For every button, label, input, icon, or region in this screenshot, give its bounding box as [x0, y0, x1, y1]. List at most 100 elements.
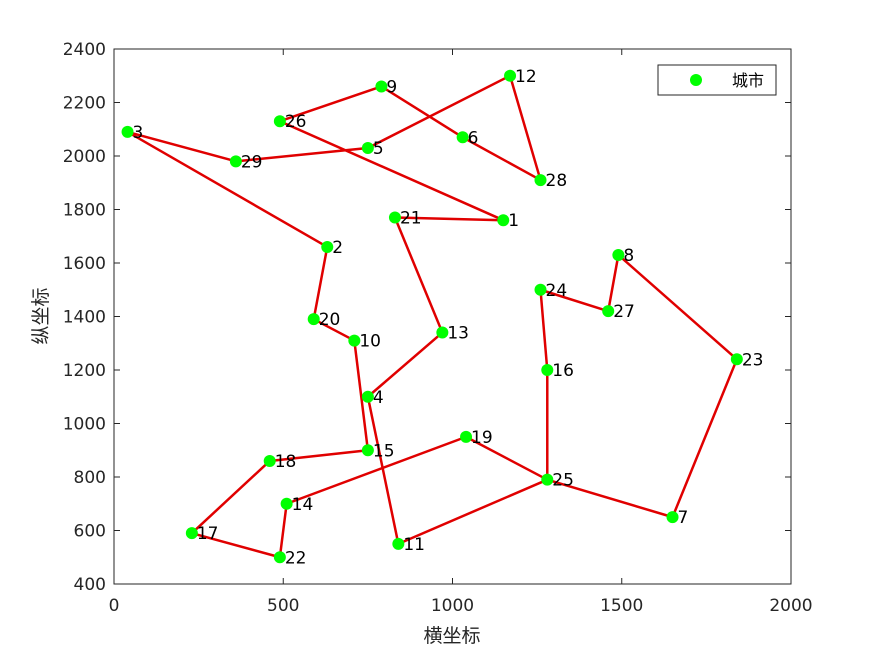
point-label-layer: 1234567891011121314151617181920212223242… — [133, 67, 764, 569]
city-label-19: 19 — [471, 428, 493, 448]
y-tick-label: 2200 — [63, 94, 106, 114]
city-label-16: 16 — [552, 361, 574, 381]
city-label-9: 9 — [386, 77, 397, 97]
city-label-12: 12 — [515, 67, 537, 87]
route-segment-4-11 — [366, 395, 400, 546]
city-label-14: 14 — [292, 495, 314, 515]
city-label-28: 28 — [546, 171, 568, 191]
route-segment-27-24 — [539, 288, 610, 313]
city-point-7 — [666, 511, 679, 524]
x-tick-label: 2000 — [769, 596, 812, 616]
route-segment-13-4 — [366, 331, 444, 398]
city-point-8 — [612, 248, 625, 261]
route-segment-3-29 — [126, 130, 238, 163]
city-point-14 — [280, 497, 293, 510]
route-segment-19-14 — [285, 435, 468, 505]
route-segment-2-3 — [126, 130, 329, 249]
route-segment-12-28 — [508, 74, 542, 182]
route-segment-18-15 — [268, 449, 370, 463]
city-label-18: 18 — [275, 452, 297, 472]
city-point-2 — [321, 240, 334, 253]
city-label-29: 29 — [241, 152, 263, 172]
route-segment-9-26 — [278, 85, 383, 123]
city-point-6 — [456, 131, 469, 144]
route-segment-21-13 — [393, 216, 444, 334]
city-label-2: 2 — [332, 238, 343, 258]
point-layer — [121, 69, 743, 564]
city-label-13: 13 — [447, 324, 469, 344]
route-segment-15-10 — [353, 339, 370, 452]
route-segment-25-7 — [546, 478, 674, 519]
city-label-27: 27 — [613, 302, 635, 322]
y-tick-label: 2000 — [63, 147, 106, 167]
route-segment-24-16 — [539, 288, 549, 372]
legend-label: 城市 — [732, 71, 764, 90]
y-tick-label: 400 — [74, 575, 106, 595]
city-point-16 — [541, 364, 554, 376]
route-segment-17-18 — [190, 459, 271, 535]
city-point-29 — [229, 155, 242, 168]
y-tick-label: 800 — [74, 468, 106, 488]
route-segment-5-12 — [366, 74, 512, 150]
city-label-22: 22 — [285, 548, 307, 568]
route-segment-10-20 — [312, 317, 356, 342]
city-label-25: 25 — [552, 471, 574, 491]
route-segment-25-19 — [464, 435, 549, 481]
x-tick-label: 1500 — [600, 596, 643, 616]
city-point-27 — [602, 305, 615, 318]
city-point-12 — [504, 69, 517, 82]
route-segment-14-22 — [278, 502, 288, 559]
city-point-24 — [534, 283, 547, 296]
route-segment-22-17 — [190, 531, 282, 559]
y-tick-label: 1000 — [63, 415, 106, 435]
city-point-1 — [497, 214, 510, 227]
city-label-23: 23 — [742, 350, 764, 370]
route-segment-26-1 — [278, 119, 505, 222]
route-segment-23-8 — [617, 253, 739, 361]
city-point-5 — [361, 141, 374, 154]
city-label-3: 3 — [133, 123, 144, 143]
city-label-21: 21 — [400, 209, 422, 229]
city-point-11 — [392, 537, 405, 550]
route-segment-1-21 — [393, 216, 505, 222]
x-tick-label: 500 — [267, 596, 299, 616]
city-point-18 — [263, 454, 276, 467]
city-label-20: 20 — [319, 310, 341, 330]
city-point-22 — [273, 551, 286, 564]
city-point-20 — [307, 313, 320, 326]
city-point-3 — [121, 125, 134, 138]
city-point-9 — [375, 80, 388, 93]
x-axis-title: 横坐标 — [423, 625, 480, 647]
city-label-5: 5 — [373, 139, 384, 159]
city-point-21 — [388, 211, 401, 224]
city-point-28 — [534, 174, 547, 187]
y-tick-label: 1200 — [63, 361, 106, 381]
route-segment-8-27 — [606, 253, 620, 313]
city-label-24: 24 — [546, 281, 568, 301]
route-layer — [126, 74, 739, 559]
city-point-13 — [436, 326, 449, 339]
route-segment-7-23 — [671, 358, 739, 519]
city-label-6: 6 — [468, 128, 479, 148]
city-point-17 — [185, 527, 198, 540]
y-axis-title: 纵坐标 — [30, 287, 52, 344]
city-label-10: 10 — [359, 332, 381, 352]
y-tick-label: 1800 — [63, 201, 106, 221]
city-label-11: 11 — [403, 535, 425, 555]
legend: 城市 — [657, 64, 777, 96]
city-point-19 — [460, 430, 473, 443]
city-point-15 — [361, 444, 374, 457]
y-tick-label: 1400 — [63, 308, 106, 328]
city-point-26 — [273, 115, 286, 128]
city-point-25 — [541, 473, 554, 486]
city-point-23 — [730, 353, 743, 366]
y-tick-label: 1600 — [63, 254, 106, 274]
route-segment-6-9 — [380, 85, 464, 139]
y-tick-label: 2400 — [63, 40, 106, 60]
city-label-26: 26 — [285, 112, 307, 132]
route-segment-11-25 — [397, 478, 549, 546]
y-axis: 400 600 800 1000 1200 1400 1600 1800 2000 2200 240… — [63, 40, 791, 595]
city-label-8: 8 — [623, 246, 634, 266]
x-tick-label: 1000 — [431, 596, 474, 616]
